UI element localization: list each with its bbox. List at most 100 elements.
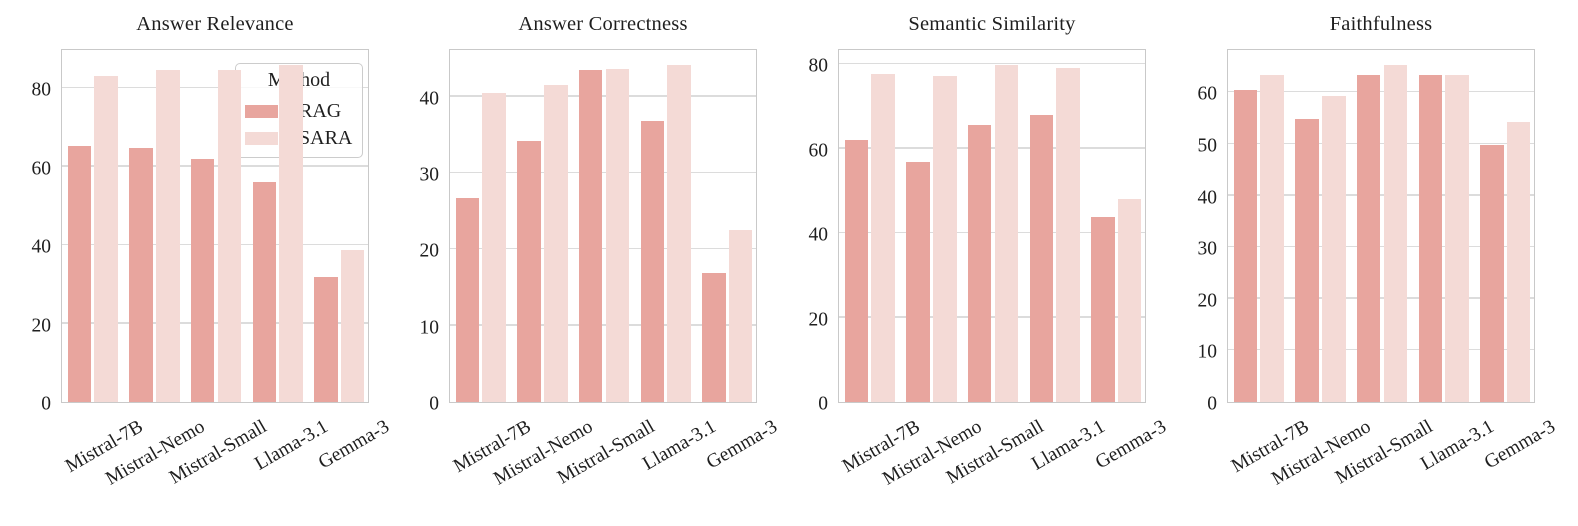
- bar-rag-mistral-small: [967, 125, 992, 402]
- y-tick-label-80: 80: [31, 79, 52, 101]
- x-tick-label-gemma-3: Gemma-3: [1092, 416, 1171, 474]
- bar-rag-llama-3-1: [1418, 74, 1442, 402]
- bar-sara-mistral-small: [1383, 65, 1408, 402]
- y-tick-label-60: 60: [1197, 83, 1218, 105]
- y-tick-label-10: 10: [419, 316, 440, 338]
- bar-sara-mistral-7b: [1260, 74, 1284, 402]
- chart-answer-correctness: Answer Correctness 0 10 20 30 40 Mistral-7B M…: [420, 0, 782, 526]
- bar-sara-mistral-small: [217, 69, 242, 402]
- y-tick-label-60: 60: [808, 139, 829, 161]
- bar-sara-mistral-7b: [482, 93, 506, 402]
- legend-swatch-rag-icon: [245, 104, 278, 118]
- gridline-y-20: [450, 248, 756, 250]
- bar-rag-mistral-7b: [844, 139, 869, 402]
- gridline-y-40: [839, 231, 1145, 233]
- gridline-y-10: [450, 324, 756, 326]
- chart-title: Answer Relevance: [136, 13, 294, 35]
- bar-rag-gemma-3: [314, 276, 338, 402]
- bar-sara-mistral-7b: [871, 74, 895, 402]
- plot-area: 0 10 20 30 40: [420, 49, 757, 413]
- bar-rag-gemma-3: [702, 273, 726, 402]
- y-tick-label-0: 0: [41, 393, 51, 415]
- bar-rag-mistral-7b: [67, 146, 92, 402]
- gridline-y-20: [839, 316, 1145, 318]
- y-tick-label-10: 10: [1197, 341, 1218, 363]
- bar-rag-llama-3-1: [252, 181, 276, 402]
- gridline-y-60: [62, 165, 368, 167]
- y-tick-label-60: 60: [31, 158, 52, 180]
- chart-title: Semantic Similarity: [908, 13, 1076, 35]
- bar-sara-mistral-nemo: [1322, 96, 1346, 402]
- legend-label-rag: RAG: [299, 100, 342, 122]
- bar-rag-mistral-small: [578, 70, 603, 402]
- bar-rag-mistral-7b: [1233, 90, 1258, 402]
- gridline-y-20: [62, 322, 368, 324]
- chart-faithfulness: Faithfulness 0 10 20 30 40 50 60 Mistral-7B Mis…: [1198, 0, 1560, 526]
- y-tick-label-0: 0: [818, 393, 828, 415]
- gridline-y-60: [1228, 91, 1534, 93]
- bar-rag-mistral-nemo: [906, 161, 930, 402]
- gridline-y-80: [62, 87, 368, 89]
- chart-answer-relevance: Answer Relevance Method RAG SARA 0204060…: [32, 0, 394, 526]
- gridline-y-80: [839, 62, 1145, 65]
- bar-rag-gemma-3: [1091, 217, 1115, 402]
- bar-rag-llama-3-1: [640, 120, 664, 402]
- y-tick-label-80: 80: [808, 55, 829, 77]
- gridline-y-10: [1228, 349, 1534, 351]
- chart-title: Faithfulness: [1329, 13, 1433, 35]
- bar-rag-gemma-3: [1480, 145, 1504, 402]
- x-tick-label-gemma-3: Gemma-3: [315, 416, 394, 474]
- y-tick-label-30: 30: [1197, 238, 1218, 260]
- plot-area: 0 20 40 60 80: [809, 49, 1146, 413]
- chart-semantic-similarity: Semantic Similarity 0 20 40 60 80 Mistral-7B…: [809, 0, 1171, 526]
- bar-rag-mistral-nemo: [517, 141, 541, 402]
- y-tick-label-40: 40: [1197, 186, 1218, 208]
- legend-label-sara: SARA: [299, 127, 353, 149]
- bar-sara-llama-3-1: [1056, 67, 1080, 402]
- gridline-y-50: [1228, 142, 1534, 144]
- y-tick-label-20: 20: [808, 308, 829, 330]
- legend-entry-sara: SARA: [245, 128, 353, 148]
- bar-sara-gemma-3: [1117, 199, 1142, 402]
- bar-sara-llama-3-1: [279, 64, 303, 402]
- bar-sara-mistral-small: [605, 68, 630, 402]
- gridline-y-40: [450, 95, 756, 97]
- bar-sara-mistral-nemo: [156, 70, 180, 402]
- y-tick-label-20: 20: [31, 314, 52, 336]
- bar-rag-mistral-nemo: [1295, 118, 1319, 402]
- gridline-y-60: [839, 147, 1145, 149]
- bar-sara-mistral-nemo: [933, 75, 957, 402]
- chart-title: Answer Correctness: [518, 13, 688, 35]
- bar-sara-gemma-3: [1506, 122, 1531, 402]
- y-tick-label-20: 20: [419, 240, 440, 262]
- legend-entry-rag: RAG: [245, 101, 353, 121]
- x-tick-label-gemma-3: Gemma-3: [1481, 416, 1560, 474]
- y-tick-label-30: 30: [419, 164, 440, 186]
- y-tick-label-40: 40: [808, 224, 829, 246]
- y-tick-label-40: 40: [419, 88, 440, 110]
- bar-sara-mistral-small: [994, 64, 1019, 402]
- y-tick-label-0: 0: [1207, 393, 1217, 415]
- bar-rag-mistral-small: [1356, 74, 1381, 402]
- y-tick-label-40: 40: [31, 236, 52, 258]
- y-tick-label-20: 20: [1197, 290, 1218, 312]
- gridline-y-40: [1228, 194, 1534, 196]
- gridline-y-30: [450, 171, 756, 174]
- bar-sara-gemma-3: [340, 249, 365, 402]
- legend-swatch-sara-icon: [245, 131, 278, 145]
- bar-rag-mistral-7b: [455, 197, 480, 402]
- bar-rag-mistral-small: [190, 158, 215, 402]
- gridline-y-30: [1228, 245, 1534, 248]
- bar-sara-mistral-nemo: [544, 85, 568, 402]
- bar-sara-llama-3-1: [667, 64, 691, 402]
- x-tick-label-gemma-3: Gemma-3: [703, 416, 782, 474]
- y-tick-label-0: 0: [429, 393, 439, 415]
- bar-sara-llama-3-1: [1445, 74, 1469, 402]
- bar-rag-llama-3-1: [1029, 114, 1053, 402]
- bar-rag-mistral-nemo: [129, 147, 153, 402]
- bar-sara-mistral-7b: [94, 75, 118, 402]
- gridline-y-20: [1228, 297, 1534, 299]
- bar-sara-gemma-3: [728, 229, 753, 402]
- y-tick-label-50: 50: [1197, 135, 1218, 157]
